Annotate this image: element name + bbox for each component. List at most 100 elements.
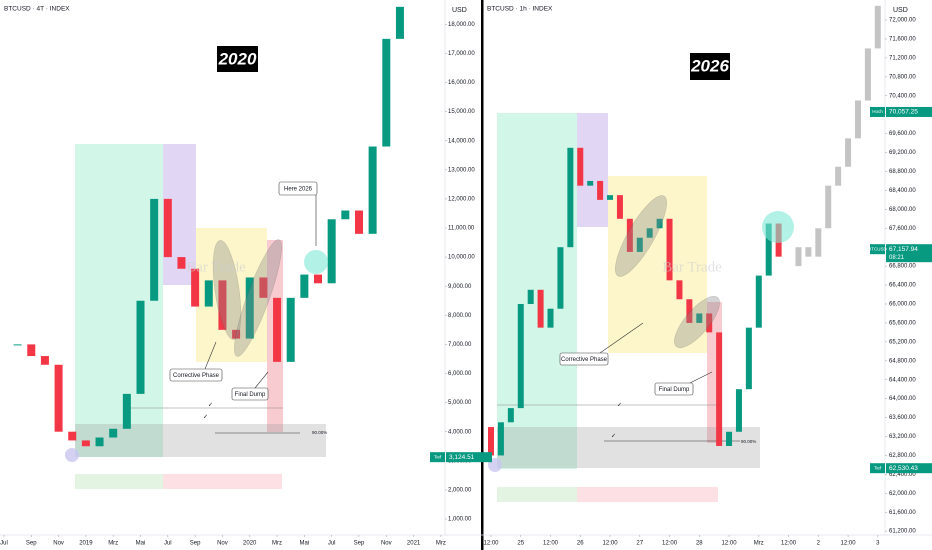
- candle: [273, 297, 282, 362]
- x-tick-label: Mai: [136, 541, 146, 547]
- candle: [795, 247, 802, 267]
- y-tick-label: 2,000.00: [448, 487, 472, 493]
- check-mark: ✓: [617, 403, 622, 409]
- zones-left: [65, 144, 326, 489]
- y-tick-label: 63,600.00: [889, 415, 916, 421]
- candle: [488, 427, 495, 456]
- candle: [27, 344, 36, 357]
- candle: [497, 422, 504, 456]
- candle: [666, 218, 673, 281]
- marker-circle: [65, 448, 79, 462]
- y-tick-label: 61,200.00: [889, 529, 916, 535]
- price-tag: [886, 463, 932, 474]
- y-tick-label: 8,000.00: [448, 313, 472, 319]
- percent-label: 90.00%: [312, 430, 327, 435]
- y-tick-label: 1,000.00: [448, 517, 472, 523]
- candle: [835, 166, 842, 186]
- y-tick-label: 71,600.00: [889, 37, 916, 43]
- x-tick-label: 3: [876, 541, 880, 547]
- x-tick-label: Jul: [328, 541, 336, 547]
- candle: [527, 289, 534, 304]
- callout-line: [689, 371, 713, 384]
- y-tick-label: 7,000.00: [448, 342, 472, 348]
- bar-green: [75, 474, 163, 489]
- candle: [874, 5, 881, 49]
- zone-accumulation: [75, 144, 163, 457]
- callout-text: Final Dump: [659, 387, 690, 393]
- candle: [163, 198, 172, 258]
- panel-divider: [481, 0, 484, 550]
- x-tick-label: 2: [817, 541, 821, 547]
- candle: [547, 308, 554, 328]
- callout-text: Final Dump: [235, 392, 266, 398]
- price-tag-name-box: [870, 244, 885, 255]
- check-mark: ✓: [611, 434, 616, 440]
- y-tick-label: 71,200.00: [889, 55, 916, 61]
- x-tick-label: 12:00: [662, 541, 678, 547]
- candle: [636, 237, 643, 252]
- price-tag-time: 08:21: [889, 255, 905, 261]
- x-tick-label: 2021: [407, 541, 421, 547]
- x-tick-label: Nov: [381, 541, 392, 547]
- candle: [726, 431, 733, 446]
- price-tag-name: Hoch: [872, 109, 883, 114]
- candle: [150, 198, 159, 301]
- candle: [341, 210, 350, 220]
- axis-unit: USD: [452, 7, 467, 14]
- watermark: Bar Trade: [186, 259, 246, 275]
- candle: [191, 268, 200, 307]
- y-tick-label: 4,000.00: [448, 429, 472, 435]
- candle: [587, 180, 594, 186]
- callout-text: Corrective Phase: [561, 357, 608, 363]
- circle-highlight: [762, 211, 794, 243]
- price-tag-value: 67,157.94: [889, 246, 918, 253]
- y-tick-label: 62,800.00: [889, 453, 916, 459]
- candle: [845, 138, 852, 167]
- x-tick-label: 28: [696, 541, 703, 547]
- price-tag-value: 3,124.51: [449, 454, 475, 461]
- x-tick-label: Mrz: [754, 541, 764, 547]
- candle: [327, 219, 336, 284]
- candle: [567, 147, 574, 248]
- callout-box: [278, 181, 318, 196]
- x-tick-label: Mrz: [108, 541, 118, 547]
- x-tick-label: 12:00: [484, 541, 500, 547]
- x-tick-label: Nov: [217, 541, 228, 547]
- candle: [656, 218, 663, 229]
- candle: [81, 440, 90, 447]
- y-tick-label: 64,000.00: [889, 396, 916, 402]
- y-tick-label: 70,800.00: [889, 74, 916, 80]
- x-tick-label: Mrz: [436, 541, 446, 547]
- y-tick-label: 66,400.00: [889, 283, 916, 289]
- y-tick-label: 6,000.00: [448, 371, 472, 377]
- candle: [765, 223, 772, 276]
- bar-red: [577, 487, 718, 502]
- year-label: 2020: [218, 49, 257, 68]
- candle: [354, 210, 363, 234]
- y-tick-label: 66,000.00: [889, 302, 916, 308]
- x-tick-label: Mai: [300, 541, 310, 547]
- candle: [755, 275, 762, 328]
- price-tag-value: 70,057.25: [889, 109, 918, 116]
- callout-box: [559, 352, 609, 366]
- candle: [864, 48, 871, 101]
- candle: [577, 147, 584, 186]
- y-tick-label: 69,600.00: [889, 131, 916, 137]
- candle: [557, 247, 564, 309]
- x-tick-label: 12:00: [603, 541, 619, 547]
- price-tag-name-box: [870, 106, 885, 117]
- ellipse: [212, 240, 242, 340]
- price-tag-name-box: [430, 452, 445, 463]
- x-tick-label: 27: [636, 541, 643, 547]
- candle: [368, 146, 377, 234]
- x-tick-label: 12:00: [722, 541, 738, 547]
- x-tick-label: 12:00: [781, 541, 797, 547]
- y-tick-label: 64,800.00: [889, 358, 916, 364]
- y-tick-label: 18,000.00: [448, 22, 475, 28]
- candle: [686, 299, 693, 323]
- candle: [745, 327, 752, 390]
- ellipse: [234, 239, 282, 357]
- candle: [716, 332, 723, 446]
- y-tick-label: 66,800.00: [889, 264, 916, 270]
